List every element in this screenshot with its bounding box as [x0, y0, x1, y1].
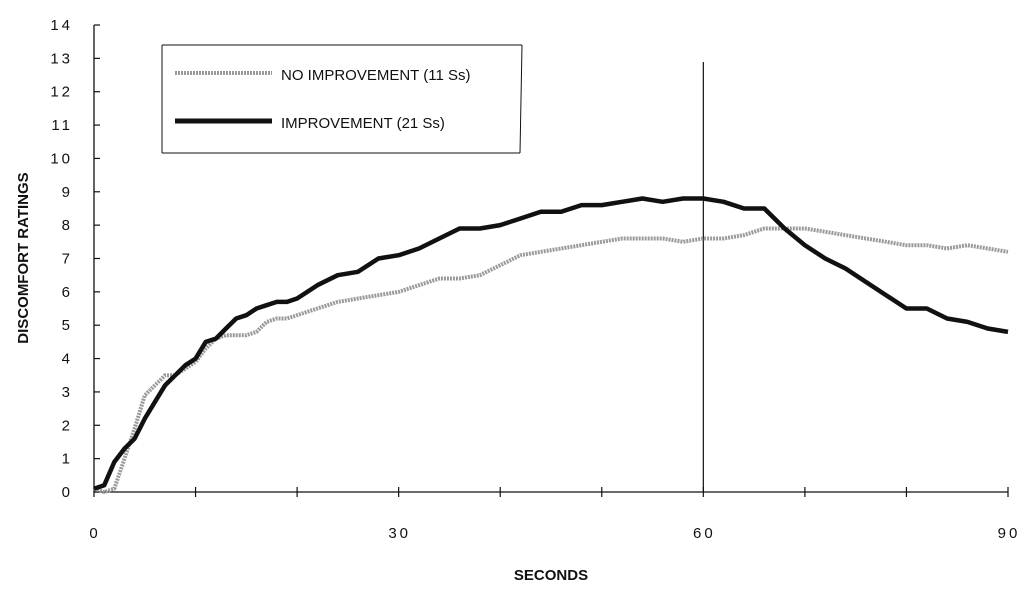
x-tick-label: 0 [89, 525, 100, 542]
y-tick-label: 12 [50, 84, 73, 101]
legend-right-border [519, 44, 523, 154]
series-line-improvement [93, 196, 1009, 491]
y-tick-label: 3 [62, 384, 73, 401]
x-axis-title: SECONDS [514, 567, 588, 584]
y-tick-label: 6 [62, 284, 73, 301]
y-tick-label: 0 [62, 484, 73, 501]
x-tick-label: 60 [693, 525, 716, 542]
y-tick-label: 1 [62, 451, 73, 468]
y-tick-label: 4 [62, 351, 73, 368]
x-tick-label: 30 [388, 525, 411, 542]
series-line-no-improvement [93, 226, 1009, 494]
y-tick-label: 13 [50, 50, 73, 67]
legend-label-improvement: IMPROVEMENT (21 Ss) [281, 115, 445, 132]
y-tick-label: 9 [62, 184, 73, 201]
legend-label-no-improvement: NO IMPROVEMENT (11 Ss) [281, 67, 470, 84]
series-lines [93, 196, 1009, 494]
y-tick-label: 2 [62, 417, 73, 434]
y-tick-label: 7 [62, 251, 73, 268]
y-tick-label: 10 [50, 150, 73, 167]
y-tick-label: 14 [50, 17, 73, 34]
y-axis-title: DISCOMFORT RATINGS [15, 172, 32, 343]
y-tick-label: 11 [51, 117, 73, 134]
y-tick-label: 8 [62, 217, 73, 234]
y-tick-label: 5 [62, 317, 73, 334]
legend: NO IMPROVEMENT (11 Ss) IMPROVEMENT (21 S… [161, 44, 523, 154]
x-tick-label: 90 [998, 525, 1021, 542]
